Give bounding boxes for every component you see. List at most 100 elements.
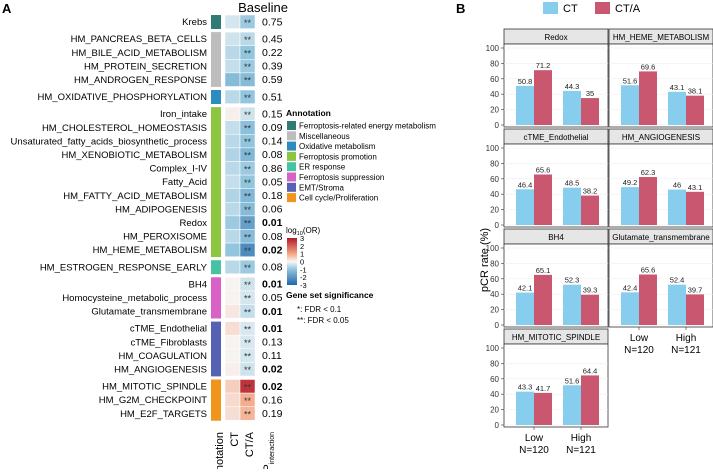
col-label-p-sub: interaction	[269, 432, 276, 464]
bar-value-label: 42.4	[623, 283, 638, 292]
bar-legend-label: CT	[563, 3, 578, 15]
heatmap-cell-ct	[224, 31, 241, 46]
bar	[581, 375, 599, 425]
annotation-legend-label: EMT/Stroma	[299, 183, 344, 192]
annotation-cell	[211, 15, 221, 29]
heatmap-star: **	[244, 192, 252, 202]
heatmap-row-label: HM_ESTROGEN_RESPONSE_EARLY	[40, 262, 208, 273]
p-interaction-value: 0.01	[262, 279, 283, 291]
heatmap-row-label: HM_G2M_CHECKPOINT	[99, 395, 207, 406]
heatmap-star: **	[244, 365, 252, 375]
heatmap-star: **	[244, 294, 252, 304]
heatmap-row-label: HM_MITOTIC_SPINDLE	[102, 382, 207, 393]
annotation-legend-label: ER response	[299, 163, 346, 172]
color-legend-title: log10(OR)	[286, 226, 320, 237]
col-label-p: Pinteraction	[262, 432, 276, 469]
p-interaction-value: 0.18	[262, 190, 283, 202]
bar	[621, 85, 639, 125]
heatmap-star: **	[244, 324, 252, 334]
annotation-legend-swatch	[287, 193, 296, 203]
bar	[534, 274, 552, 325]
annotation-cell	[211, 45, 221, 60]
bar-value-label: 38.2	[583, 187, 598, 196]
annotation-legend-label: Ferroptosis promotion	[299, 152, 377, 161]
significance-legend-item-2: **: FDR < 0.05	[297, 316, 349, 325]
bar-legend: CT CT/A	[543, 2, 641, 15]
p-interaction-value: 0.11	[262, 350, 282, 362]
color-legend-tick: 0	[300, 258, 304, 267]
color-legend-tick: 1	[300, 250, 304, 259]
heatmap-star: **	[244, 164, 252, 174]
heatmap-cell-cta	[239, 89, 256, 104]
p-interaction-value: 0.45	[262, 33, 283, 45]
bar-value-label: 43.1	[688, 183, 703, 192]
bar	[668, 284, 686, 325]
y-tick-label: 100	[486, 144, 500, 153]
x-label-bottom: N=121	[671, 345, 701, 356]
bar-value-label: 52.3	[565, 276, 580, 285]
heatmap-row-label: HM_HEME_METABOLISM	[93, 245, 207, 256]
annotation-cell	[211, 175, 221, 190]
annotation-cell	[211, 393, 221, 408]
heatmap-row-label: BH4	[189, 279, 207, 290]
heatmap-row-label: Complex_I-IV	[149, 164, 207, 175]
heatmap-cell-ct	[224, 202, 241, 217]
heatmap-row-label: Glutamate_transmembrane	[91, 307, 207, 318]
color-legend-tick: -3	[300, 281, 307, 290]
heatmap-star: **	[244, 151, 252, 161]
p-interaction-value: 0.02	[262, 364, 283, 376]
bar-value-label: 43.1	[670, 83, 685, 92]
y-tick-label: 80	[490, 359, 499, 368]
bar-value-label: 51.6	[623, 76, 638, 85]
heatmap-row-label: HM_PROTEIN_SECRETION	[84, 61, 207, 72]
p-interaction-value: 0.75	[262, 16, 283, 28]
bar-value-label: 50.8	[518, 77, 533, 86]
bar	[581, 98, 599, 125]
heatmap-star: **	[244, 382, 252, 392]
bar	[563, 385, 581, 425]
y-tick-label: 80	[490, 259, 499, 268]
annotation-cell	[211, 134, 221, 149]
bar	[686, 191, 704, 225]
heatmap-star: **	[244, 49, 252, 59]
y-tick-label: 60	[490, 75, 499, 84]
annotation-cell	[211, 335, 221, 350]
heatmap-cell-ct	[224, 147, 241, 162]
col-label-ct: CT	[229, 432, 241, 447]
annotation-cell	[211, 379, 221, 394]
bar-ylabel: pCR rate (%)	[479, 228, 491, 292]
x-label-top: Low	[525, 433, 544, 444]
heatmap-star: **	[244, 307, 252, 317]
bar	[668, 91, 686, 125]
heatmap-star: **	[244, 352, 252, 362]
panel-a-letter: A	[2, 1, 12, 16]
y-tick-label: 0	[495, 121, 500, 130]
x-label-bottom: N=120	[519, 445, 549, 456]
heatmap-cell-ct	[224, 215, 241, 230]
bar	[534, 70, 552, 125]
bar	[534, 392, 552, 425]
x-label-bottom: N=121	[566, 445, 596, 456]
color-legend-tick: 3	[300, 234, 304, 243]
y-tick-label: 0	[495, 321, 500, 330]
heatmap-star: **	[244, 396, 252, 406]
bar-value-label: 35	[586, 89, 594, 98]
bar-chart-panel: HM_ANGIOGENESIS 49.262.3 46 43.1	[608, 128, 713, 228]
heatmap-row-label: Krebs	[182, 17, 207, 28]
heatmap-cell-ct	[224, 362, 241, 377]
bar-chart-panel: Redox 0 20 40 60 80 100 50.871.2 44.3 35	[486, 28, 609, 130]
panel-title: cTME_Endothelial	[524, 133, 589, 142]
p-interaction-value: 0.59	[262, 74, 283, 86]
annotation-cell	[211, 188, 221, 203]
color-legend-tick: 2	[300, 242, 304, 251]
heatmap-cell-ct	[224, 242, 241, 257]
bar-value-label: 64.4	[583, 366, 598, 375]
annotation-legend-swatch	[287, 182, 296, 192]
heatmap-row-label: HM_PEROXISOME	[123, 232, 207, 243]
p-interaction-value: 0.22	[262, 47, 283, 59]
p-interaction-value: 0.13	[262, 337, 283, 349]
p-interaction-value: 0.05	[262, 292, 283, 304]
heatmap-row-label: Unsaturated_fatty_acids_biosynthetic_pro…	[11, 136, 208, 147]
bar	[563, 284, 581, 325]
y-tick-label: 40	[490, 190, 499, 199]
